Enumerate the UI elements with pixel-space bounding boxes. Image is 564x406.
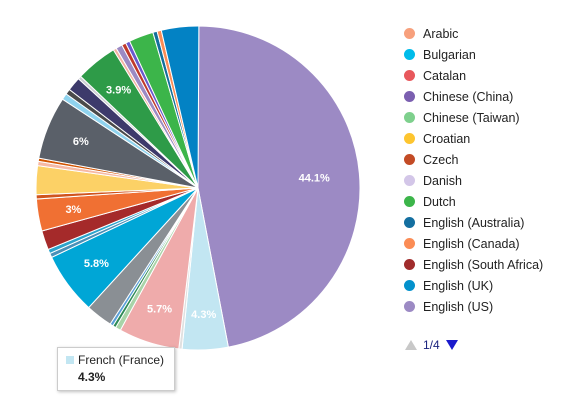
legend-item[interactable]: Chinese (Taiwan) bbox=[404, 107, 564, 128]
slice-label: 44.1% bbox=[299, 172, 330, 184]
legend-swatch bbox=[404, 259, 415, 270]
legend-swatch bbox=[404, 49, 415, 60]
legend-label: English (UK) bbox=[423, 278, 494, 293]
legend-swatch bbox=[404, 196, 415, 207]
legend-label: Catalan bbox=[423, 68, 467, 83]
pie-slice[interactable] bbox=[197, 25, 361, 348]
legend-label: Bulgarian bbox=[423, 47, 476, 62]
legend-label: Arabic bbox=[423, 26, 459, 41]
legend-label: English (US) bbox=[423, 299, 494, 314]
legend-label: Danish bbox=[423, 173, 462, 188]
legend-item[interactable]: Arabic bbox=[404, 23, 564, 44]
legend-swatch bbox=[404, 154, 415, 165]
legend-item[interactable]: Czech bbox=[404, 149, 564, 170]
legend-label: Chinese (China) bbox=[423, 89, 514, 104]
legend-swatch bbox=[404, 238, 415, 249]
legend-label: Chinese (Taiwan) bbox=[423, 110, 520, 125]
previous-page-icon[interactable] bbox=[405, 340, 417, 350]
next-page-icon[interactable] bbox=[445, 340, 458, 350]
tooltip-value: 4.3% bbox=[78, 370, 106, 384]
legend-swatch bbox=[404, 28, 415, 39]
slice-label: 5.8% bbox=[84, 258, 109, 270]
legend-item[interactable]: English (Australia) bbox=[404, 212, 564, 233]
tooltip-swatch bbox=[66, 356, 74, 364]
legend-swatch bbox=[404, 112, 415, 123]
slice-label: 4.3% bbox=[191, 309, 216, 321]
legend-item[interactable]: Catalan bbox=[404, 65, 564, 86]
legend-swatch bbox=[404, 91, 415, 102]
legend-label: Croatian bbox=[423, 131, 471, 146]
pie-slices bbox=[35, 25, 361, 351]
legend-item[interactable]: Dutch bbox=[404, 191, 564, 212]
legend-item[interactable]: English (Canada) bbox=[404, 233, 564, 254]
legend-swatch bbox=[404, 217, 415, 228]
tooltip-label: French (France) bbox=[78, 353, 165, 367]
pie-slice-labels: 44.1% 4.3% 5.7% 5.8% 3% 6% 3.9% bbox=[65, 85, 330, 322]
legend-swatch bbox=[404, 280, 415, 291]
legend-pager: 1/4 bbox=[405, 338, 458, 352]
legend-item[interactable]: Bulgarian bbox=[404, 44, 564, 65]
legend-item[interactable]: Croatian bbox=[404, 128, 564, 149]
legend-swatch bbox=[404, 70, 415, 81]
legend-label: English (South Africa) bbox=[423, 257, 544, 272]
legend-label: English (Australia) bbox=[423, 215, 525, 230]
legend-swatch bbox=[404, 175, 415, 186]
legend-item[interactable]: Danish bbox=[404, 170, 564, 191]
legend-label: Dutch bbox=[423, 194, 456, 209]
legend: Arabic Bulgarian Catalan Chinese (China) Chi… bbox=[404, 23, 564, 317]
legend-label: English (Canada) bbox=[423, 236, 520, 251]
slice-label: 5.7% bbox=[147, 303, 172, 315]
legend-item[interactable]: Chinese (China) bbox=[404, 86, 564, 107]
legend-item[interactable]: English (US) bbox=[404, 296, 564, 317]
legend-item[interactable]: English (South Africa) bbox=[404, 254, 564, 275]
legend-swatch bbox=[404, 133, 415, 144]
pager-text: 1/4 bbox=[423, 338, 440, 352]
slice-label: 6% bbox=[73, 136, 89, 148]
legend-swatch bbox=[404, 301, 415, 312]
tooltip: French (France) 4.3% bbox=[57, 347, 175, 391]
legend-item[interactable]: English (UK) bbox=[404, 275, 564, 296]
slice-label: 3.9% bbox=[106, 85, 131, 97]
legend-label: Czech bbox=[423, 152, 459, 167]
pie-slice[interactable] bbox=[160, 25, 200, 189]
slice-label: 3% bbox=[65, 204, 81, 216]
